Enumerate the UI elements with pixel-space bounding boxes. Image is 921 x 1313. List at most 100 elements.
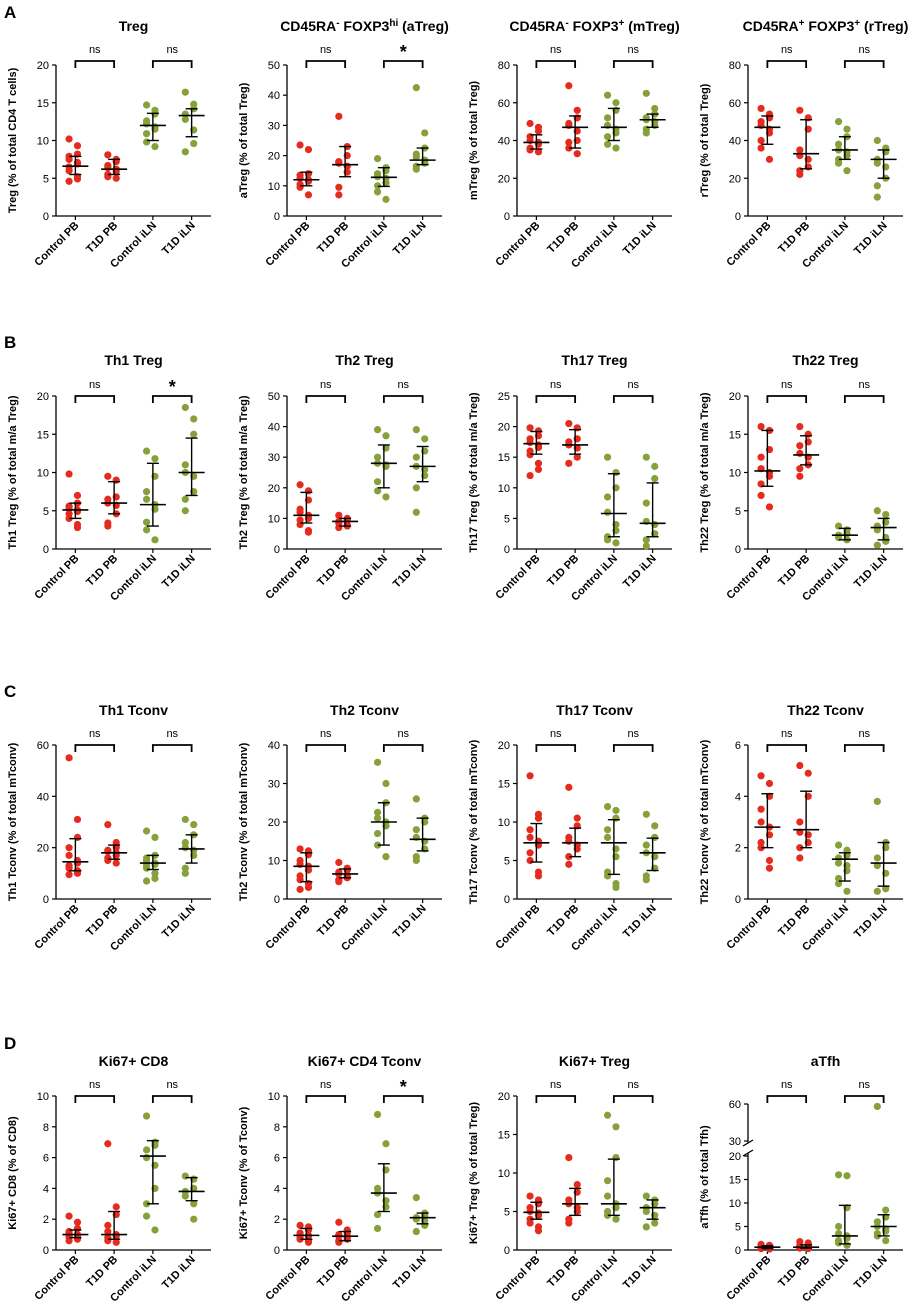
chart-title: Ki67+ Treg	[559, 1053, 630, 1069]
data-point	[412, 795, 420, 803]
data-point	[112, 1203, 120, 1211]
data-point	[603, 91, 612, 99]
y-tick-label: 8	[274, 1122, 280, 1134]
y-axis-label: Ki67+ Tconv (% of Tconv)	[238, 1106, 250, 1239]
data-point	[573, 1180, 581, 1189]
group-2	[562, 783, 589, 868]
group-3	[831, 841, 858, 895]
data-point	[335, 878, 343, 886]
chart-b3: Th17 Treg 0 5 10 15 20 25 Th17 Treg (% of total…	[468, 352, 672, 603]
x-tick-label: T1D PB	[545, 220, 581, 256]
data-point	[873, 1232, 881, 1240]
data-point	[565, 459, 573, 467]
x-tick-label: T1D iLN	[160, 553, 198, 591]
group-3	[139, 101, 166, 151]
x-tick-label: T1D iLN	[621, 553, 659, 591]
chart-title-title: CD45RA	[280, 18, 336, 34]
data-point	[565, 1219, 573, 1227]
significance-bracket	[74, 744, 116, 752]
significance-bracket	[766, 60, 808, 68]
data-point	[526, 826, 534, 834]
chart-b2: Th2 Treg 0 10 20 30 40 50 Th2 Treg (% of total …	[238, 352, 442, 603]
x-tick-label: T1D PB	[545, 553, 581, 589]
data-point	[565, 82, 573, 90]
x-tick-label: T1D PB	[315, 553, 351, 589]
significance-label: ns	[550, 44, 562, 56]
data-point	[612, 1215, 620, 1223]
significance-bracket	[843, 744, 885, 752]
y-axis-label: Ki67+ Treg (% of total Treg)	[468, 1102, 480, 1244]
data-point	[873, 193, 881, 201]
data-point	[526, 772, 534, 780]
data-point	[65, 844, 73, 852]
data-point	[834, 880, 843, 888]
data-point	[373, 426, 382, 434]
data-point	[73, 815, 82, 824]
data-point	[181, 838, 189, 847]
y-tick-label: 0	[735, 211, 741, 223]
data-point	[882, 510, 890, 519]
y-tick-label: 60	[498, 98, 510, 110]
y-tick-label: 15	[498, 1130, 510, 1142]
data-point	[565, 853, 573, 861]
data-point	[373, 1110, 382, 1119]
data-point	[651, 104, 659, 113]
significance-label: ns	[166, 44, 178, 56]
group-1	[523, 119, 550, 156]
chart-title: Th1 Tconv	[99, 702, 168, 718]
data-point	[151, 833, 159, 842]
x-tick-label: Control PB	[263, 220, 312, 269]
y-tick-label: 30	[268, 120, 280, 132]
data-point	[73, 491, 82, 500]
data-point	[603, 1111, 612, 1119]
axis-break-mark	[742, 1139, 754, 1147]
data-point	[603, 833, 612, 842]
data-point	[73, 523, 82, 532]
significance-label: ns	[781, 1079, 793, 1091]
data-point	[142, 1212, 151, 1220]
data-point	[565, 860, 573, 868]
y-tick-label: 0	[504, 1245, 510, 1257]
chart-a3: CD45RA- FOXP3+ (mTreg) 0 20 40 60 80 mTreg (% …	[468, 18, 680, 271]
significance-label: ns	[781, 728, 793, 740]
significance-label: ns	[781, 44, 793, 56]
data-point	[612, 144, 620, 152]
data-point	[104, 151, 112, 159]
group-1	[523, 424, 550, 480]
y-tick-label: 20	[37, 60, 49, 72]
data-point	[382, 853, 390, 861]
data-point	[112, 838, 120, 847]
group-4	[639, 89, 666, 137]
data-point	[757, 453, 765, 461]
chart-title: Th2 Tconv	[330, 702, 399, 718]
data-point	[104, 164, 112, 172]
data-point	[765, 503, 774, 511]
data-point	[304, 883, 313, 892]
group-4	[639, 810, 666, 884]
significance-bracket	[151, 395, 193, 403]
data-point	[296, 845, 304, 853]
data-point	[335, 191, 343, 199]
y-tick-label: 4	[274, 1183, 280, 1195]
data-point	[296, 183, 304, 191]
data-point	[151, 455, 159, 463]
data-point	[190, 1215, 198, 1223]
axis-break-mark	[742, 1149, 754, 1157]
group-1	[754, 104, 781, 163]
data-point	[757, 423, 765, 431]
x-tick-label: T1D PB	[84, 1254, 120, 1290]
significance-label: ns	[858, 1079, 870, 1091]
y-tick-label: 2	[274, 1214, 280, 1226]
chart-c3: Th17 Tconv 0 5 10 15 20 Th17 Tconv (% of total…	[468, 702, 672, 953]
significance-label: ns	[320, 379, 332, 391]
y-tick-label: 40	[498, 136, 510, 148]
x-tick-label: Control PB	[32, 903, 81, 952]
group-4	[870, 507, 897, 549]
y-axis-label: mTreg (% of total Treg)	[468, 81, 480, 201]
data-point	[573, 106, 581, 114]
x-tick-label: T1D iLN	[160, 903, 198, 941]
y-tick-label: 5	[735, 506, 741, 518]
chart-c4: Th22 Tconv 0 2 4 6 Th22 Tconv (% of total mTc…	[699, 702, 903, 953]
significance-bracket	[612, 744, 654, 752]
